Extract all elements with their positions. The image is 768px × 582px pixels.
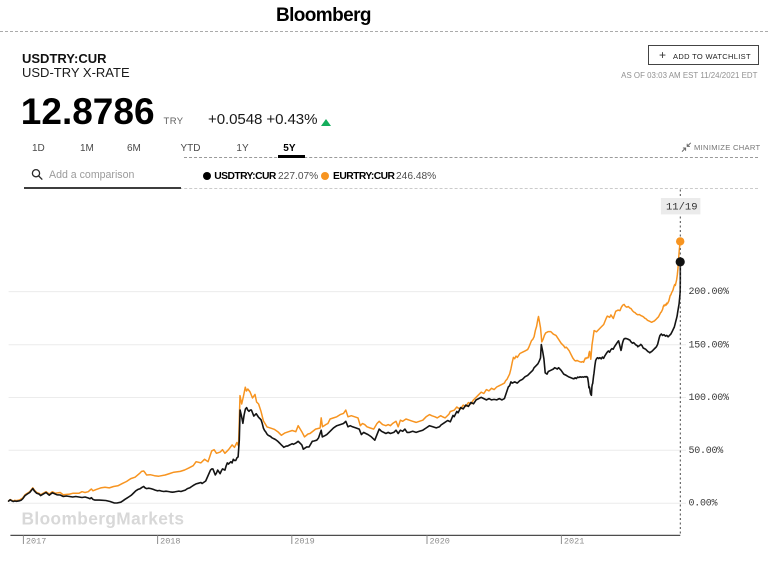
svg-text:BloombergMarkets: BloombergMarkets — [22, 508, 185, 528]
svg-text:11/19: 11/19 — [666, 202, 698, 214]
svg-text:200.00%: 200.00% — [689, 287, 730, 298]
svg-text:2020: 2020 — [430, 537, 450, 547]
svg-text:2021: 2021 — [564, 537, 584, 547]
svg-text:50.00%: 50.00% — [689, 446, 724, 457]
svg-text:100.00%: 100.00% — [689, 393, 730, 404]
svg-text:0.00%: 0.00% — [689, 499, 718, 510]
svg-text:2017: 2017 — [26, 537, 46, 547]
svg-text:150.00%: 150.00% — [689, 340, 730, 351]
svg-text:2019: 2019 — [294, 537, 314, 547]
svg-text:2018: 2018 — [160, 537, 180, 547]
